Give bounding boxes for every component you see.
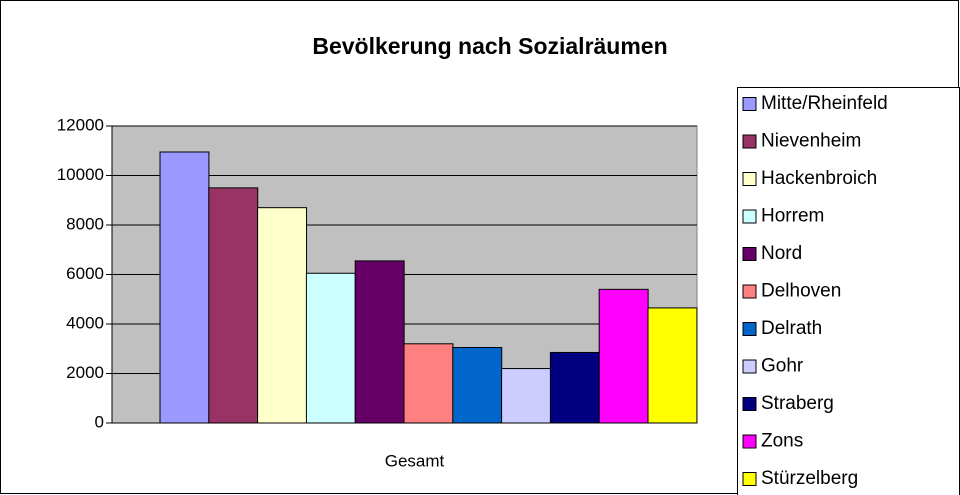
legend-swatch bbox=[742, 397, 757, 411]
legend-swatch bbox=[742, 472, 757, 486]
y-tick-label: 0 bbox=[95, 412, 104, 431]
legend-swatch bbox=[742, 322, 757, 336]
bar bbox=[501, 368, 552, 424]
bar bbox=[452, 347, 503, 424]
y-tick-label: 10000 bbox=[57, 165, 104, 184]
bar bbox=[257, 207, 308, 424]
y-tick-label: 6000 bbox=[66, 264, 104, 283]
bar bbox=[549, 351, 600, 424]
y-tick-label: 4000 bbox=[66, 313, 104, 332]
x-tick-label: Gesamt bbox=[385, 451, 445, 470]
legend-swatch bbox=[742, 97, 757, 111]
legend-label: Gohr bbox=[761, 356, 804, 377]
legend-label: Horrem bbox=[761, 206, 824, 227]
legend-swatch bbox=[742, 172, 757, 186]
legend-label: Nord bbox=[761, 243, 802, 264]
bar bbox=[403, 343, 454, 424]
legend-swatch bbox=[742, 284, 757, 299]
y-tick-label: 8000 bbox=[66, 214, 104, 233]
y-tick-label: 12000 bbox=[57, 115, 104, 134]
bar bbox=[159, 151, 210, 424]
legend-label: Mitte/Rheinfeld bbox=[761, 93, 888, 114]
legend-label: Straberg bbox=[761, 393, 834, 414]
legend-label: Zons bbox=[761, 431, 803, 452]
bar bbox=[208, 187, 259, 424]
legend bbox=[737, 87, 960, 495]
legend-label: Hackenbroich bbox=[761, 168, 877, 189]
bar bbox=[647, 307, 698, 424]
bar bbox=[305, 272, 356, 424]
legend-label: Stürzelberg bbox=[761, 468, 858, 489]
chart-title: Bevölkerung nach Sozialräumen bbox=[312, 33, 667, 59]
legend-swatch bbox=[742, 134, 757, 149]
bar bbox=[598, 288, 649, 424]
legend-swatch bbox=[742, 247, 757, 261]
legend-swatch bbox=[742, 359, 757, 374]
bar bbox=[354, 260, 405, 424]
legend-swatch bbox=[742, 209, 757, 224]
legend-label: Nievenheim bbox=[761, 131, 861, 152]
legend-label: Delrath bbox=[761, 318, 822, 339]
y-tick-label: 2000 bbox=[66, 363, 104, 382]
legend-swatch bbox=[742, 434, 757, 449]
legend-label: Delhoven bbox=[761, 281, 841, 302]
